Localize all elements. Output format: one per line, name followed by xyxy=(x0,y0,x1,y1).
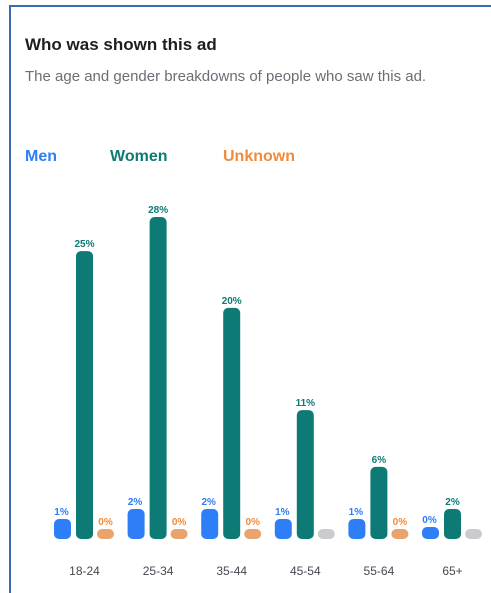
bar-label-men-35-44: 2% xyxy=(201,497,216,508)
x-tick-25-34: 25-34 xyxy=(143,564,174,578)
x-tick-45-54: 45-54 xyxy=(290,564,321,578)
bar-women-65+[interactable] xyxy=(444,509,461,539)
x-tick-18-24: 18-24 xyxy=(69,564,100,578)
x-tick-65+: 65+ xyxy=(442,564,462,578)
bar-label-men-55-64: 1% xyxy=(349,507,364,518)
bar-unknown-25-34[interactable] xyxy=(170,529,188,539)
card-subtitle: The age and gender breakdowns of people … xyxy=(25,68,427,85)
bar-label-women-65+: 2% xyxy=(445,497,460,508)
bar-label-women-35-44: 20% xyxy=(222,296,242,307)
panel-left-border xyxy=(9,5,11,593)
panel-top-border xyxy=(9,5,491,7)
bar-label-men-25-34: 2% xyxy=(128,497,143,508)
bar-men-35-44[interactable] xyxy=(201,509,219,539)
bar-label-women-18-24: 25% xyxy=(74,239,94,250)
bar-label-unknown-55-64: 0% xyxy=(393,517,408,528)
bar-men-45-54[interactable] xyxy=(274,519,292,539)
bar-unknown-45-54[interactable] xyxy=(317,529,335,539)
bar-men-65+[interactable] xyxy=(422,527,439,539)
bar-label-unknown-18-24: 0% xyxy=(98,517,113,528)
bar-label-women-25-34: 28% xyxy=(148,205,168,216)
x-tick-35-44: 35-44 xyxy=(216,564,247,578)
bar-women-25-34[interactable] xyxy=(149,217,167,539)
bar-women-55-64[interactable] xyxy=(370,466,388,539)
legend-unknown[interactable]: Unknown xyxy=(223,148,295,165)
bar-women-35-44[interactable] xyxy=(223,307,241,539)
bar-women-18-24[interactable] xyxy=(76,251,93,540)
legend-women[interactable]: Women xyxy=(110,148,168,165)
bar-women-45-54[interactable] xyxy=(296,410,314,539)
bar-label-women-45-54: 11% xyxy=(296,398,316,409)
legend-men[interactable]: Men xyxy=(25,148,57,165)
bar-unknown-35-44[interactable] xyxy=(244,529,262,539)
card-title: Who was shown this ad xyxy=(25,35,217,54)
chart-bars: 1% 25% 0% 2% 28% 0% 2% 20% 0% 1% 11% 1% 6% 0% 0% 2% xyxy=(54,205,482,540)
bar-label-men-45-54: 1% xyxy=(275,507,290,518)
chart-x-ticks: 18-24 25-34 35-44 45-54 55-64 65+ xyxy=(69,564,463,578)
bar-unknown-55-64[interactable] xyxy=(391,529,409,539)
bar-unknown-18-24[interactable] xyxy=(97,529,114,539)
bar-label-women-55-64: 6% xyxy=(372,455,387,466)
bar-label-men-65+: 0% xyxy=(422,515,437,526)
bar-label-unknown-25-34: 0% xyxy=(172,517,187,528)
bar-label-men-18-24: 1% xyxy=(54,507,69,518)
x-tick-55-64: 55-64 xyxy=(364,564,395,578)
bar-label-unknown-35-44: 0% xyxy=(245,517,260,528)
bar-men-25-34[interactable] xyxy=(127,509,145,539)
bar-unknown-65+[interactable] xyxy=(465,529,482,539)
bar-men-55-64[interactable] xyxy=(348,519,366,539)
bar-men-18-24[interactable] xyxy=(54,519,71,539)
